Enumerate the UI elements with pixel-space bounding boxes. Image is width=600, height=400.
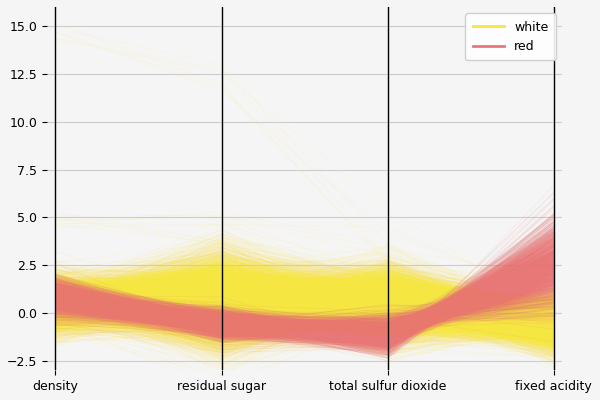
Legend: white, red: white, red bbox=[466, 13, 556, 60]
